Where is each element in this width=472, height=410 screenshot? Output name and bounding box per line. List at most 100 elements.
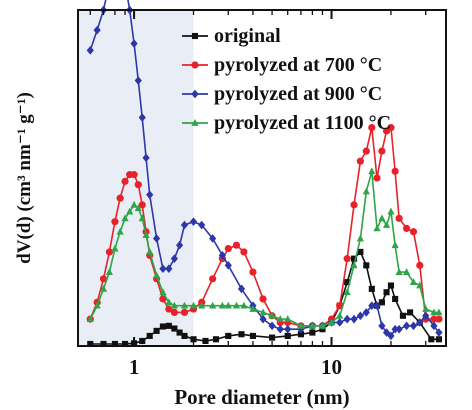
data-point [105, 268, 114, 275]
data-point [170, 301, 178, 309]
data-point [343, 314, 351, 324]
x-tick-label: 10 [321, 355, 342, 379]
data-point [224, 261, 232, 270]
data-point [368, 167, 376, 175]
data-point [356, 157, 364, 165]
data-point [368, 301, 376, 310]
legend-marker [191, 119, 199, 126]
data-point [180, 220, 189, 230]
data-point [383, 289, 390, 296]
data-point [350, 314, 358, 324]
data-point [121, 177, 129, 185]
data-point [134, 204, 142, 212]
data-point [209, 301, 217, 309]
data-point [134, 76, 142, 85]
legend-entry: pyrolyzed at 700 °C [182, 54, 382, 76]
legend-label: pyrolyzed at 900 °C [214, 83, 382, 105]
data-point [391, 324, 399, 334]
data-point [198, 220, 206, 230]
data-point [395, 214, 403, 222]
data-point [180, 308, 189, 316]
data-point [368, 124, 376, 132]
data-point [308, 321, 316, 329]
data-point [249, 268, 257, 276]
y-axis-label: dV(d) (cm³ nm⁻¹ g⁻¹) [14, 92, 35, 264]
data-point [171, 325, 178, 332]
data-point [189, 217, 198, 226]
data-point [224, 244, 232, 253]
data-point [416, 318, 424, 327]
data-point [430, 308, 438, 316]
data-point [356, 311, 364, 321]
data-point [409, 321, 418, 331]
data-point [268, 321, 276, 331]
data-point [276, 315, 284, 322]
data-point [391, 241, 399, 249]
data-point [146, 190, 154, 200]
data-point [138, 201, 146, 209]
data-point [409, 278, 418, 286]
data-point [232, 301, 241, 309]
data-point [269, 334, 276, 341]
data-point [153, 327, 160, 334]
data-point [111, 244, 119, 252]
data-point [218, 301, 226, 309]
data-point [249, 332, 257, 339]
legend-entry: pyrolyzed at 1100 °C [182, 112, 391, 134]
data-point [395, 324, 403, 334]
data-point [159, 288, 167, 296]
x-tick-label: 1 [129, 355, 140, 379]
data-point [362, 187, 370, 195]
data-point [435, 315, 443, 323]
data-point [238, 331, 245, 338]
data-point [165, 298, 173, 306]
data-point [435, 328, 443, 337]
data-point [139, 337, 146, 345]
data-point [343, 255, 351, 263]
plot-frame [77, 9, 447, 347]
data-point [237, 284, 246, 294]
data-point [105, 248, 114, 256]
data-point [435, 308, 443, 316]
legend-marker [191, 32, 199, 40]
data-point [165, 305, 173, 313]
series-layer [86, 0, 443, 348]
data-point [130, 200, 138, 208]
data-point [181, 332, 188, 339]
data-point [176, 329, 183, 336]
data-point [356, 234, 364, 242]
data-point [378, 147, 386, 155]
data-point [142, 153, 150, 163]
data-point [218, 250, 226, 260]
series-4 [86, 167, 443, 329]
data-point [395, 268, 403, 275]
legend-label: pyrolyzed at 1100 °C [214, 112, 391, 134]
data-point [416, 281, 424, 289]
legend: original pyrolyzed at 700 °C pyrolyzed at … [182, 25, 391, 134]
data-point [159, 264, 167, 274]
data-point [402, 268, 411, 275]
data-point [130, 171, 138, 179]
data-point [422, 311, 430, 321]
data-point [297, 321, 305, 329]
data-point [146, 247, 154, 255]
x-axis-label: Pore diameter (nm) [174, 385, 349, 409]
data-point [402, 224, 411, 232]
data-point [116, 194, 124, 202]
data-point [416, 261, 424, 269]
data-point [159, 295, 167, 303]
data-point [430, 321, 438, 331]
data-point [93, 25, 101, 35]
data-point [387, 207, 395, 215]
legend-marker [191, 61, 199, 69]
legend-entry: original [182, 25, 281, 47]
data-point [399, 312, 407, 319]
data-point [387, 331, 395, 341]
data-point [435, 336, 443, 343]
data-point [198, 301, 206, 309]
legend-label: original [214, 25, 281, 47]
data-point [350, 261, 358, 269]
data-point [392, 295, 399, 303]
data-point [409, 228, 418, 236]
